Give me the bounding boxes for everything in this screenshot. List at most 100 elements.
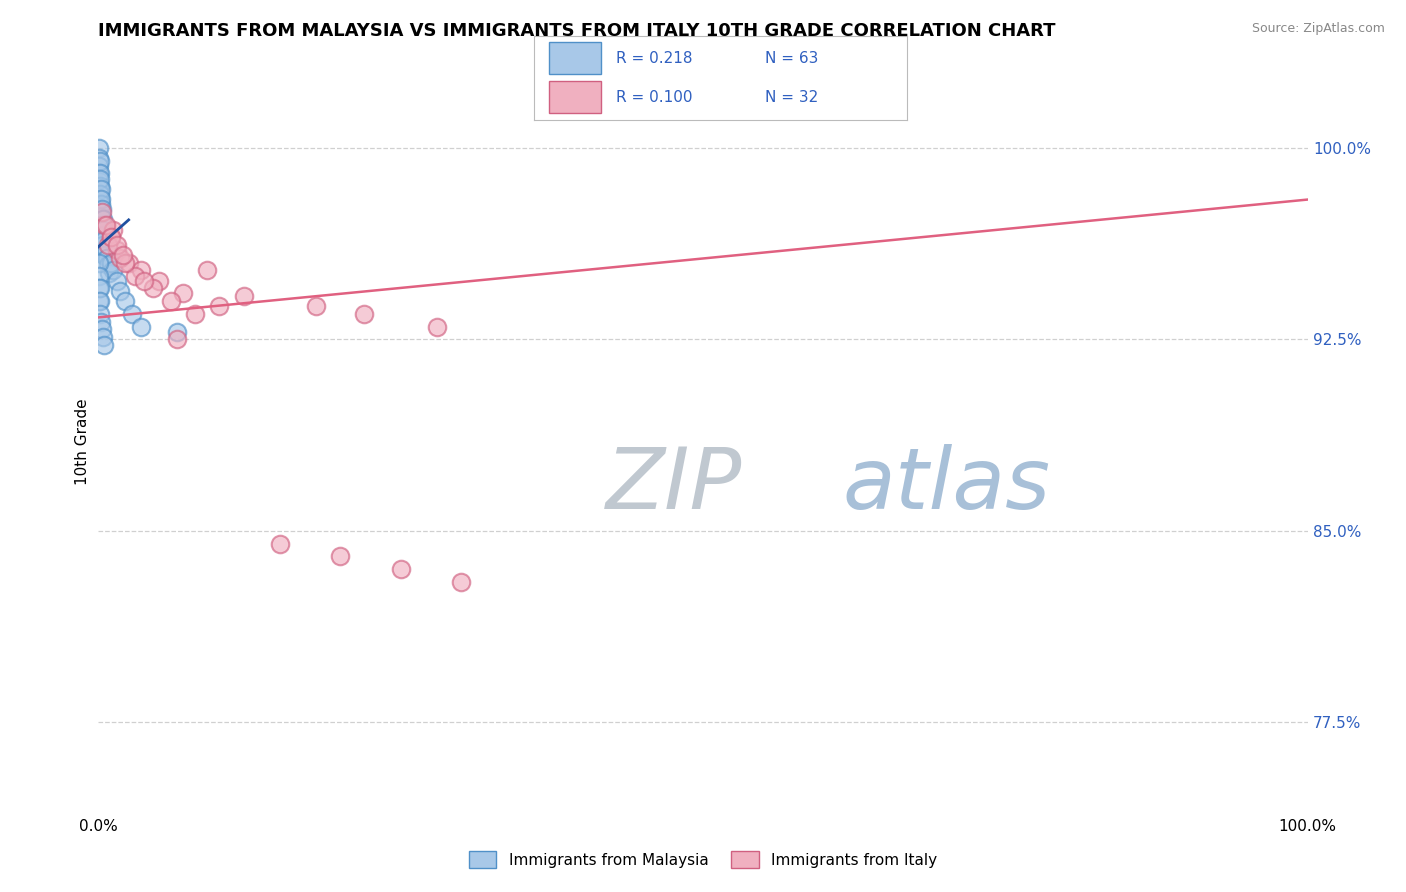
Point [91,233,114,247]
Point [90,197,112,211]
Point [89,204,111,219]
Point [89,307,111,321]
Point [89,192,111,206]
Point [100,256,122,270]
Point [91,222,114,236]
Point [94,243,117,257]
Point [105,238,128,252]
Point [89,186,111,201]
Point [195,263,218,277]
Point [89,171,111,186]
Point [105,243,128,257]
Point [90,225,112,239]
Point [97,259,120,273]
Point [89,294,111,309]
Point [160,294,183,309]
Point [101,222,124,236]
Point [89,218,111,232]
Point [89,179,111,194]
Point [87,235,110,250]
Point [100,230,122,244]
Point [100,230,122,244]
Legend: Immigrants from Malaysia, Immigrants from Italy: Immigrants from Malaysia, Immigrants fro… [463,845,943,874]
Point [329,549,352,564]
Point [87,151,110,165]
Point [93,337,115,351]
Point [87,245,110,260]
Point [353,307,375,321]
Point [87,166,110,180]
Point [114,256,136,270]
Point [91,330,114,344]
Point [129,319,152,334]
Point [89,153,111,168]
Point [269,536,291,550]
Point [90,227,112,242]
Point [87,268,110,283]
Point [108,284,131,298]
Text: Source: ZipAtlas.com: Source: ZipAtlas.com [1251,22,1385,36]
Point [91,238,114,252]
Point [208,299,231,313]
Point [89,202,111,217]
Point [87,182,110,196]
FancyBboxPatch shape [550,80,602,112]
Point [87,192,110,206]
Point [87,212,110,227]
Point [118,256,141,270]
Point [90,182,112,196]
Text: N = 32: N = 32 [765,90,818,105]
Text: R = 0.100: R = 0.100 [616,90,693,105]
Point [90,212,112,227]
Point [87,281,110,295]
Point [134,274,156,288]
Point [91,212,114,227]
Point [91,204,114,219]
Point [87,202,110,217]
Point [184,307,207,321]
Point [94,218,117,232]
Point [93,233,115,247]
Point [90,210,112,224]
Point [91,202,114,217]
Point [111,248,134,262]
Text: IMMIGRANTS FROM MALAYSIA VS IMMIGRANTS FROM ITALY 10TH GRADE CORRELATION CHART: IMMIGRANTS FROM MALAYSIA VS IMMIGRANTS F… [98,22,1056,40]
Text: atlas: atlas [842,444,1050,527]
Point [108,251,131,265]
Point [450,574,472,589]
Point [96,251,118,265]
Point [91,227,114,242]
Point [87,256,110,270]
Point [87,222,110,236]
Point [426,319,449,334]
Point [121,307,143,321]
Point [89,281,111,295]
Point [87,141,110,155]
Text: ZIP: ZIP [606,444,742,527]
Point [142,281,165,295]
Point [89,230,111,244]
Point [87,294,110,309]
Point [101,263,124,277]
Point [91,218,114,232]
Point [166,325,188,339]
Point [87,174,110,188]
Point [166,333,188,347]
Point [90,314,112,328]
Point [305,299,328,313]
Point [97,238,120,252]
Point [124,268,146,283]
Point [89,218,111,232]
Point [93,218,115,232]
FancyBboxPatch shape [550,42,602,74]
Point [389,562,412,576]
Point [172,286,194,301]
Point [90,192,112,206]
Point [91,322,114,336]
Point [87,159,110,173]
Point [148,274,170,288]
Text: N = 63: N = 63 [765,51,818,66]
Point [129,263,152,277]
Point [105,274,128,288]
Point [89,243,111,257]
